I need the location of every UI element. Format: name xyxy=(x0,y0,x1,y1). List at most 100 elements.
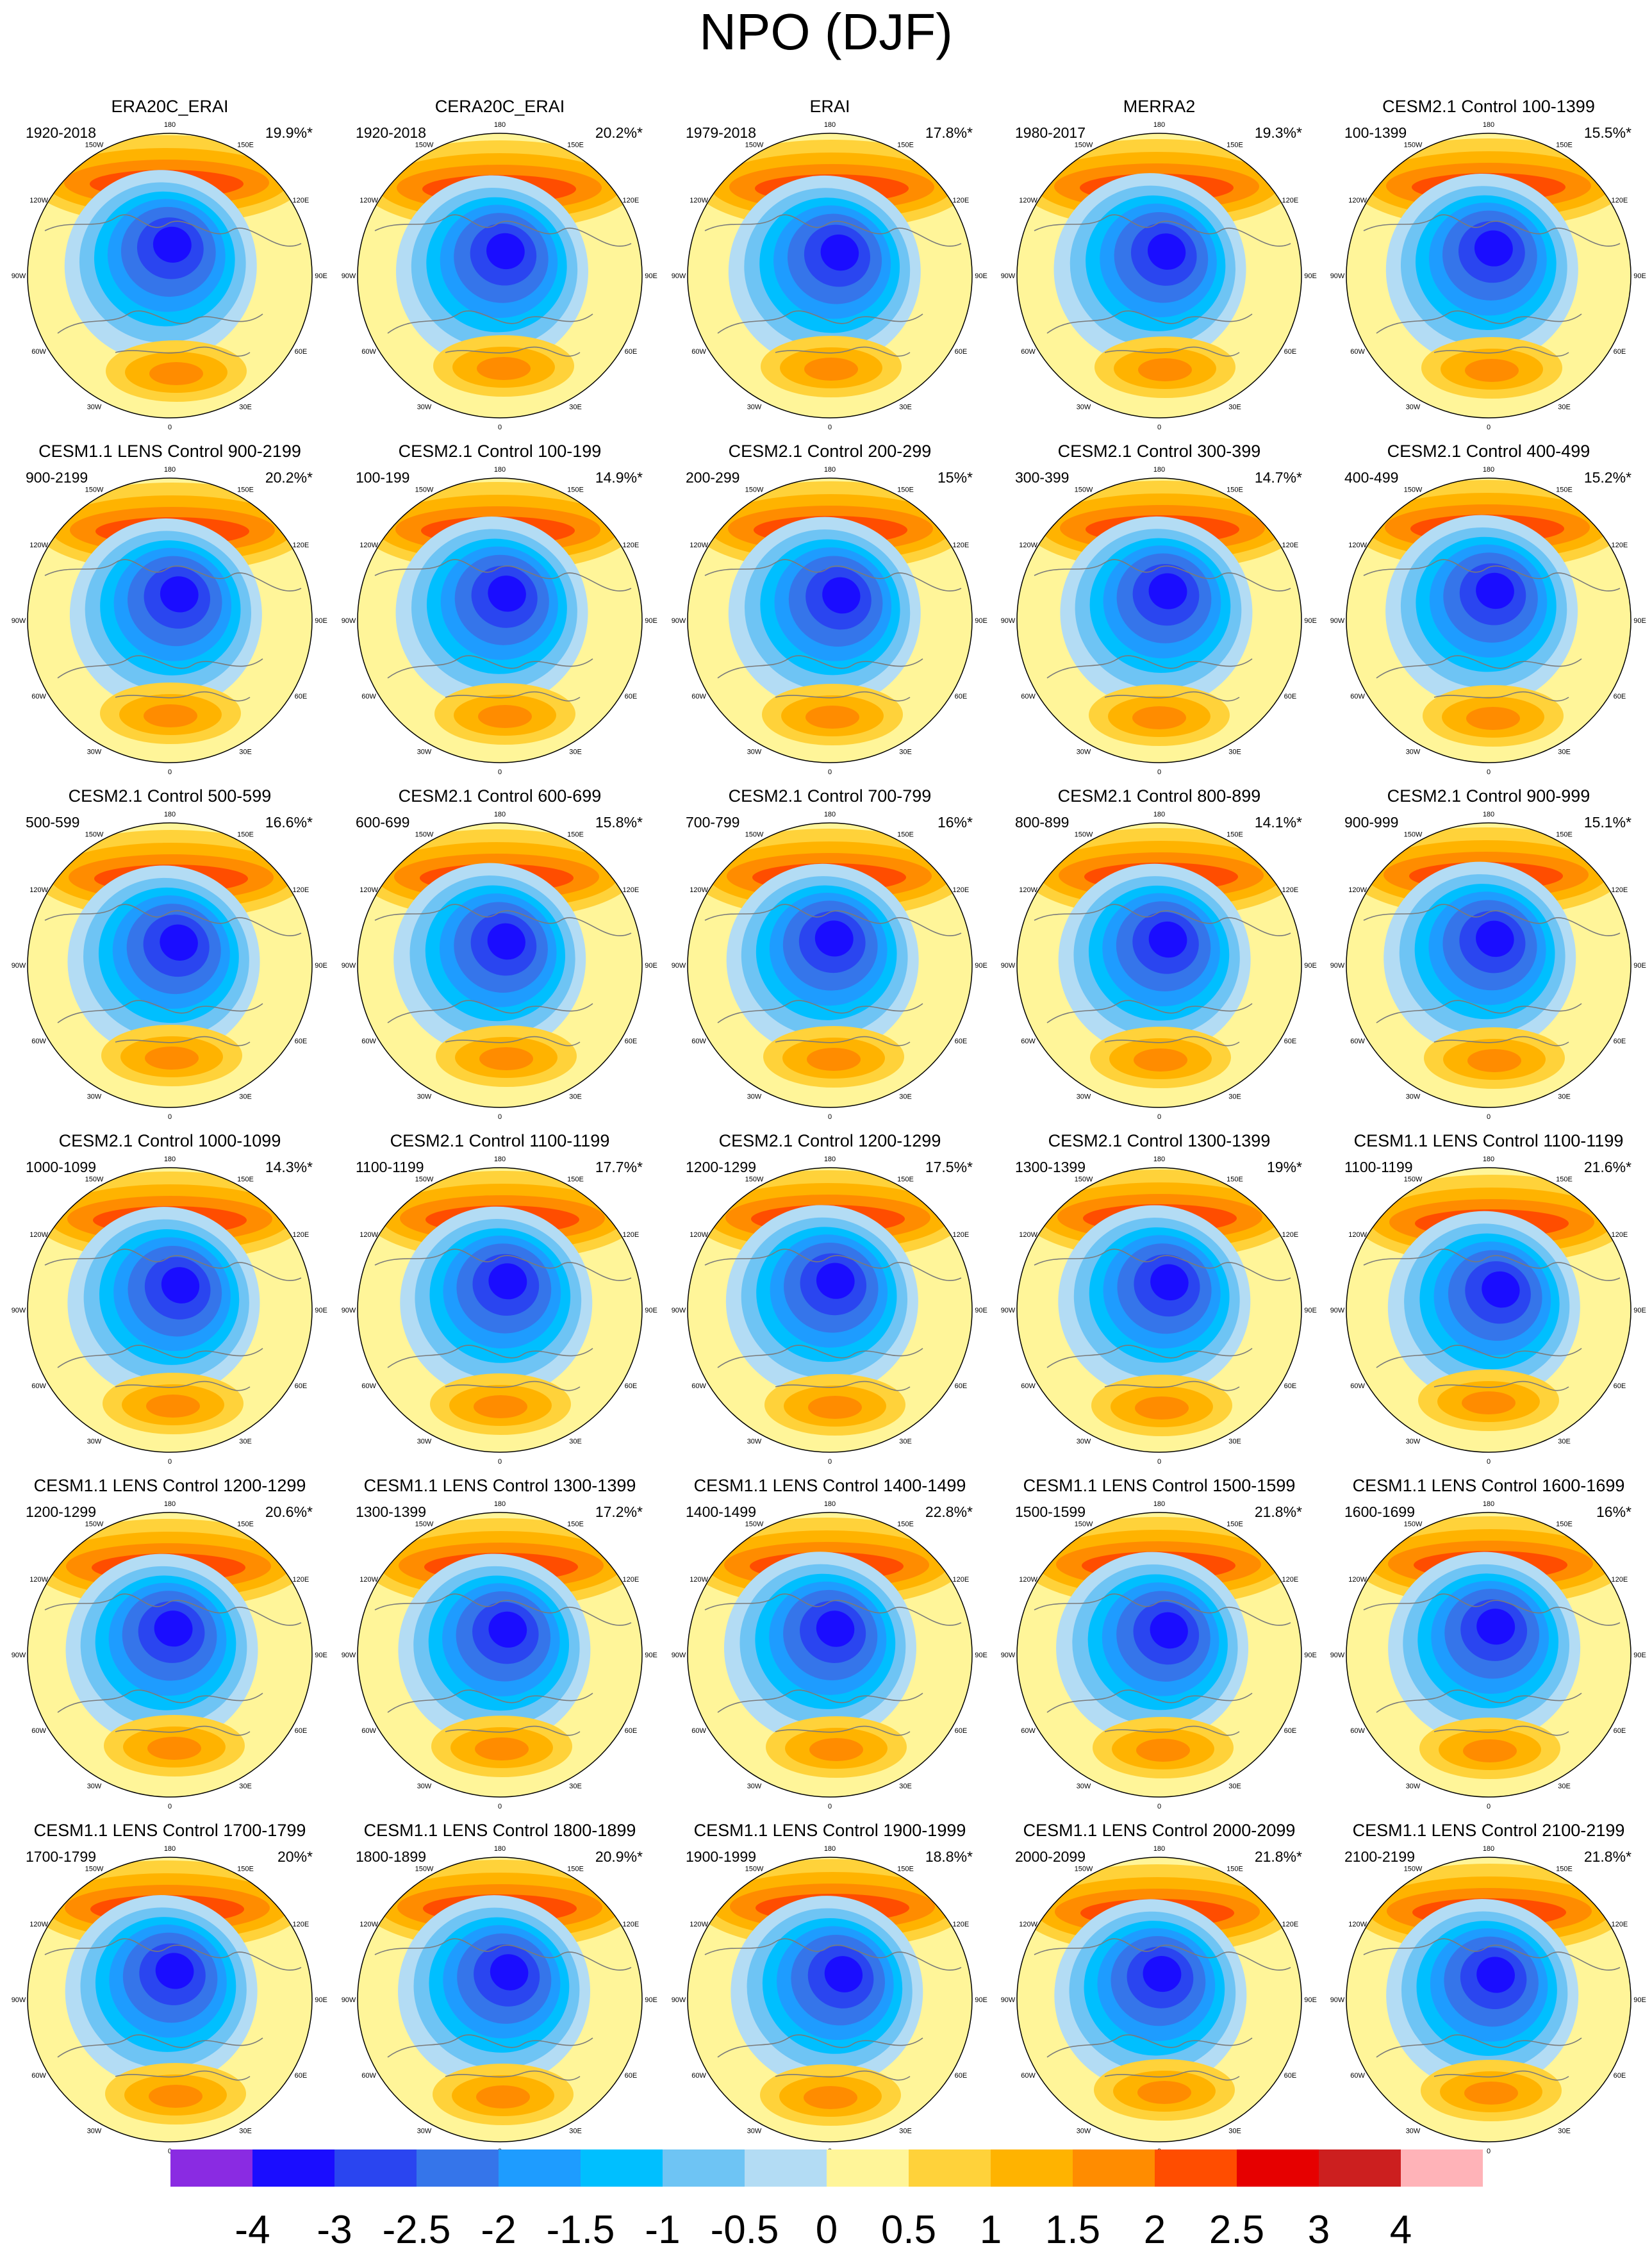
longitude-label: 90W xyxy=(12,1307,26,1314)
longitude-label: 150E xyxy=(237,1521,254,1528)
map-boundary xyxy=(357,1857,643,2142)
longitude-label: 60E xyxy=(1614,693,1626,700)
longitude-label: 150E xyxy=(567,486,584,494)
longitude-label: 120E xyxy=(1612,1576,1628,1584)
longitude-label: 90W xyxy=(342,272,356,280)
panel-period: 1200-1299 xyxy=(686,1159,756,1175)
longitude-label: 0 xyxy=(498,768,502,776)
longitude-label: 60E xyxy=(295,1038,308,1045)
longitude-label: 90E xyxy=(1633,617,1646,625)
positive-anomaly-contour xyxy=(1463,1739,1517,1762)
polar-map: 180 150E 120E 90E 60E 30E 0 30W 60W 90W 120W 150W xyxy=(672,1500,987,1810)
longitude-label: 150W xyxy=(1075,142,1093,149)
longitude-label: 150W xyxy=(1075,1521,1093,1528)
longitude-label: 120E xyxy=(1612,886,1628,894)
negative-anomaly-contour xyxy=(160,924,198,961)
map-panel: CESM1.1 LENS Control 900-2199 180 150E 120E… xyxy=(12,441,327,781)
longitude-label: 90E xyxy=(1633,1996,1646,2004)
longitude-label: 0 xyxy=(1157,1458,1161,1466)
longitude-label: 90W xyxy=(1001,617,1016,625)
longitude-label: 150W xyxy=(745,1521,764,1528)
panel-variance: 20.6%* xyxy=(265,1503,313,1520)
longitude-label: 120E xyxy=(1282,197,1299,204)
map-panel: CESM2.1 Control 1100-1199 180 150E 120E 90E 6… xyxy=(342,1130,657,1470)
longitude-label: 90W xyxy=(672,272,686,280)
map-boundary xyxy=(27,822,313,1108)
panel-variance: 22.8%* xyxy=(925,1503,973,1520)
longitude-label: 150E xyxy=(237,1866,254,1873)
longitude-label: 120W xyxy=(1019,1576,1037,1584)
negative-anomaly-contour xyxy=(1150,1612,1188,1649)
map-panel: CESM1.1 LENS Control 2100-2199 180 150E 120… xyxy=(1330,1820,1646,2160)
longitude-label: 0 xyxy=(1157,1803,1161,1810)
panel-title: CESM1.1 LENS Control 1100-1199 xyxy=(1353,1131,1624,1150)
panel-variance: 19.3%* xyxy=(1254,124,1302,141)
longitude-label: 90E xyxy=(645,272,657,280)
panel-title: CESM2.1 Control 600-699 xyxy=(398,786,602,806)
longitude-label: 180 xyxy=(824,121,836,129)
longitude-label: 30W xyxy=(87,403,102,411)
panel-period: 1800-1899 xyxy=(356,1848,426,1865)
panel-variance: 16%* xyxy=(938,814,973,831)
longitude-label: 30E xyxy=(1558,1782,1571,1790)
panel-title: CERA20C_ERAI xyxy=(434,97,565,116)
longitude-label: 90W xyxy=(1330,1996,1345,2004)
longitude-label: 150W xyxy=(85,1521,104,1528)
longitude-label: 30W xyxy=(417,1782,432,1790)
longitude-label: 60W xyxy=(1021,1382,1036,1390)
longitude-label: 120W xyxy=(1348,886,1367,894)
longitude-label: 60W xyxy=(1021,348,1036,356)
panel-period: 100-1399 xyxy=(1344,124,1407,141)
panel-period: 400-499 xyxy=(1344,469,1399,486)
panel-variance: 21.8%* xyxy=(1254,1503,1302,1520)
map-boundary xyxy=(27,1167,313,1453)
longitude-label: 120E xyxy=(953,542,970,549)
longitude-label: 120W xyxy=(1019,197,1037,204)
longitude-label: 90E xyxy=(315,1996,327,2004)
panel-variance: 20%* xyxy=(277,1848,313,1865)
longitude-label: 30E xyxy=(239,1782,252,1790)
map-boundary xyxy=(1346,822,1631,1108)
positive-anomaly-contour xyxy=(1464,2082,1518,2105)
longitude-label: 0 xyxy=(168,1458,172,1466)
longitude-label: 150W xyxy=(415,1176,434,1184)
longitude-label: 180 xyxy=(494,1500,506,1508)
longitude-label: 30E xyxy=(899,1093,912,1100)
coastline xyxy=(374,214,632,357)
panel-title: ERA20C_ERAI xyxy=(111,97,229,116)
panel-title: CESM2.1 Control 700-799 xyxy=(728,786,932,806)
longitude-label: 0 xyxy=(1487,424,1491,431)
longitude-label: 60E xyxy=(955,2072,968,2080)
longitude-label: 150E xyxy=(897,1176,914,1184)
longitude-label: 0 xyxy=(498,1803,502,1810)
longitude-label: 150W xyxy=(1404,1866,1423,1873)
longitude-label: 120E xyxy=(623,886,640,894)
longitude-label: 180 xyxy=(1483,121,1494,129)
polar-map: 180 150E 120E 90E 60E 30E 0 30W 60W 90W 120W 150W xyxy=(1330,466,1646,776)
longitude-label: 90E xyxy=(645,1996,657,2004)
longitude-label: 60E xyxy=(295,1382,308,1390)
longitude-label: 0 xyxy=(828,2148,832,2155)
longitude-label: 60E xyxy=(1284,348,1297,356)
positive-anomaly-contour xyxy=(145,1047,199,1070)
positive-anomaly-contour xyxy=(144,704,197,727)
longitude-label: 120E xyxy=(1612,1921,1628,1928)
longitude-label: 60W xyxy=(31,2072,46,2080)
longitude-label: 90W xyxy=(1330,1652,1345,1659)
longitude-label: 120W xyxy=(690,886,708,894)
longitude-label: 30W xyxy=(1406,1093,1421,1100)
negative-anomaly-contour xyxy=(1476,572,1514,609)
longitude-label: 90E xyxy=(645,617,657,625)
map-boundary xyxy=(1346,1512,1631,1798)
positive-anomaly-contour xyxy=(474,1395,527,1418)
longitude-label: 90W xyxy=(1330,1307,1345,1314)
map-panel: CESM1.1 LENS Control 1400-1499 180 150E 120… xyxy=(672,1475,987,1815)
map-panel: CESM2.1 Control 1200-1299 180 150E 120E 90E 6… xyxy=(672,1130,987,1470)
panel-period: 600-699 xyxy=(356,814,410,831)
longitude-label: 60W xyxy=(1021,1727,1036,1735)
panel-period: 2000-2099 xyxy=(1015,1848,1086,1865)
longitude-label: 30E xyxy=(569,2127,582,2135)
longitude-label: 60W xyxy=(31,1727,46,1735)
longitude-label: 120W xyxy=(1019,886,1037,894)
panel-title: CESM1.1 LENS Control 900-2199 xyxy=(38,442,301,461)
